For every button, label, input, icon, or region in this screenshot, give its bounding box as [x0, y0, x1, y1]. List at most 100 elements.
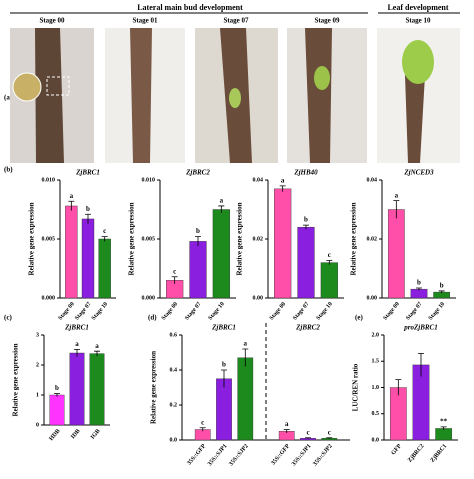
annotation: a	[75, 340, 79, 348]
y-tick-label: 0.000	[142, 295, 156, 301]
header: Leaf development	[387, 3, 448, 12]
x-tick-label: HDB	[49, 428, 62, 442]
chart-title: ZjBRC1	[75, 169, 100, 177]
y-tick-label: 0.005	[142, 236, 156, 242]
annotation: b	[440, 282, 444, 290]
annotation: c	[173, 267, 176, 275]
annotation: b	[222, 361, 226, 369]
bar	[274, 188, 292, 299]
annotation: a	[220, 197, 224, 205]
error-bar	[418, 352, 424, 377]
annotation: a	[244, 340, 248, 348]
annotation: a	[281, 177, 285, 185]
chart-title: ZjBRC2	[295, 324, 320, 332]
y-axis-label: Relative gene expression	[28, 202, 36, 275]
stage-label: Stage 01	[132, 17, 158, 25]
bar	[387, 209, 405, 299]
error-bar	[68, 200, 75, 211]
y-tick-label: 0.0	[372, 437, 380, 443]
error-bar	[326, 260, 333, 265]
error-bar	[440, 426, 447, 431]
stage-label: Stage 07	[223, 17, 249, 25]
error-bar	[305, 437, 311, 439]
annotation: b	[55, 384, 59, 392]
x-tick-label: Stage 07	[74, 301, 92, 321]
bar	[320, 262, 338, 299]
x-tick-label: Stage 07	[184, 301, 202, 321]
bud	[314, 66, 330, 90]
y-tick-label: 0	[36, 422, 39, 428]
error-bar	[218, 205, 225, 214]
bar	[212, 209, 230, 299]
stem	[130, 28, 152, 163]
y-tick-label: 0.005	[42, 236, 56, 242]
bar	[89, 353, 105, 426]
x-tick-label: Stage 10	[91, 301, 109, 321]
error-bar	[195, 236, 201, 247]
error-bar	[85, 213, 91, 224]
box	[46, 76, 70, 96]
x-tick-label: Stage 00	[58, 301, 76, 321]
y-tick-label: 0.02	[367, 236, 378, 242]
x-tick-label: 35S::GFP	[186, 443, 207, 467]
panel-label: (c)	[4, 314, 12, 322]
y-tick-label: 0.6	[170, 332, 178, 338]
y-tick-label: 2	[36, 362, 39, 368]
stage-label: Stage 00	[39, 17, 65, 25]
annotation: b	[86, 205, 90, 213]
x-tick-label: Stage 07	[292, 301, 310, 321]
annotation: b	[417, 279, 421, 287]
y-tick-label: 1	[36, 392, 39, 398]
x-tick-label: Stage 10	[428, 301, 446, 321]
y-tick-label: 1.0	[372, 385, 380, 391]
x-tick-label: GFP	[391, 443, 404, 456]
error-bar	[54, 393, 60, 397]
y-axis-label: LUC/REN ratio	[352, 363, 360, 411]
panel-label: (a)	[4, 94, 13, 102]
bud	[229, 88, 241, 108]
bar	[49, 394, 65, 426]
annotation: **	[440, 417, 448, 425]
annotation: c	[103, 227, 106, 235]
y-tick-label: 0.4	[170, 367, 178, 373]
x-tick-label: Stage 07	[405, 301, 423, 321]
stage-label: Stage 10	[405, 17, 431, 25]
error-bar	[221, 369, 227, 388]
annotation: a	[95, 342, 99, 350]
chart-title: ZjHB40	[293, 169, 318, 177]
leaves	[402, 40, 434, 84]
annotation: b	[196, 227, 200, 235]
annotation: b	[304, 216, 308, 224]
bar	[216, 378, 232, 441]
annotation: c	[328, 428, 331, 436]
x-tick-label: Stage 00	[161, 301, 179, 321]
error-bar	[74, 349, 80, 357]
stage-label: Stage 09	[314, 17, 340, 25]
error-bar	[94, 350, 100, 356]
annotation: a	[395, 191, 399, 199]
error-bar	[279, 185, 286, 192]
inset	[12, 72, 42, 102]
bar	[237, 357, 254, 441]
header: Lateral main bud development	[137, 3, 243, 12]
x-tick-label: 35S::SJP1	[207, 443, 229, 467]
bar	[81, 218, 95, 299]
chart-title: ZjBRC2	[185, 169, 210, 177]
stem	[35, 28, 64, 163]
x-tick-label: ZjBRC1	[430, 443, 449, 463]
y-tick-label: 3	[36, 332, 39, 338]
x-tick-label: Stage 10	[208, 301, 226, 321]
y-tick-label: 0.00	[367, 295, 378, 301]
error-bar	[416, 287, 422, 291]
y-tick-label: 0.5	[372, 411, 380, 417]
panel-label: (b)	[4, 166, 13, 174]
bar	[98, 238, 111, 299]
error-bar	[101, 236, 108, 242]
stem	[405, 75, 425, 163]
x-tick-label: IDB	[70, 428, 81, 440]
error-bar	[283, 429, 290, 433]
bar	[69, 352, 85, 426]
y-tick-label: 0.000	[42, 295, 56, 301]
y-tick-label: 0.010	[42, 177, 56, 183]
